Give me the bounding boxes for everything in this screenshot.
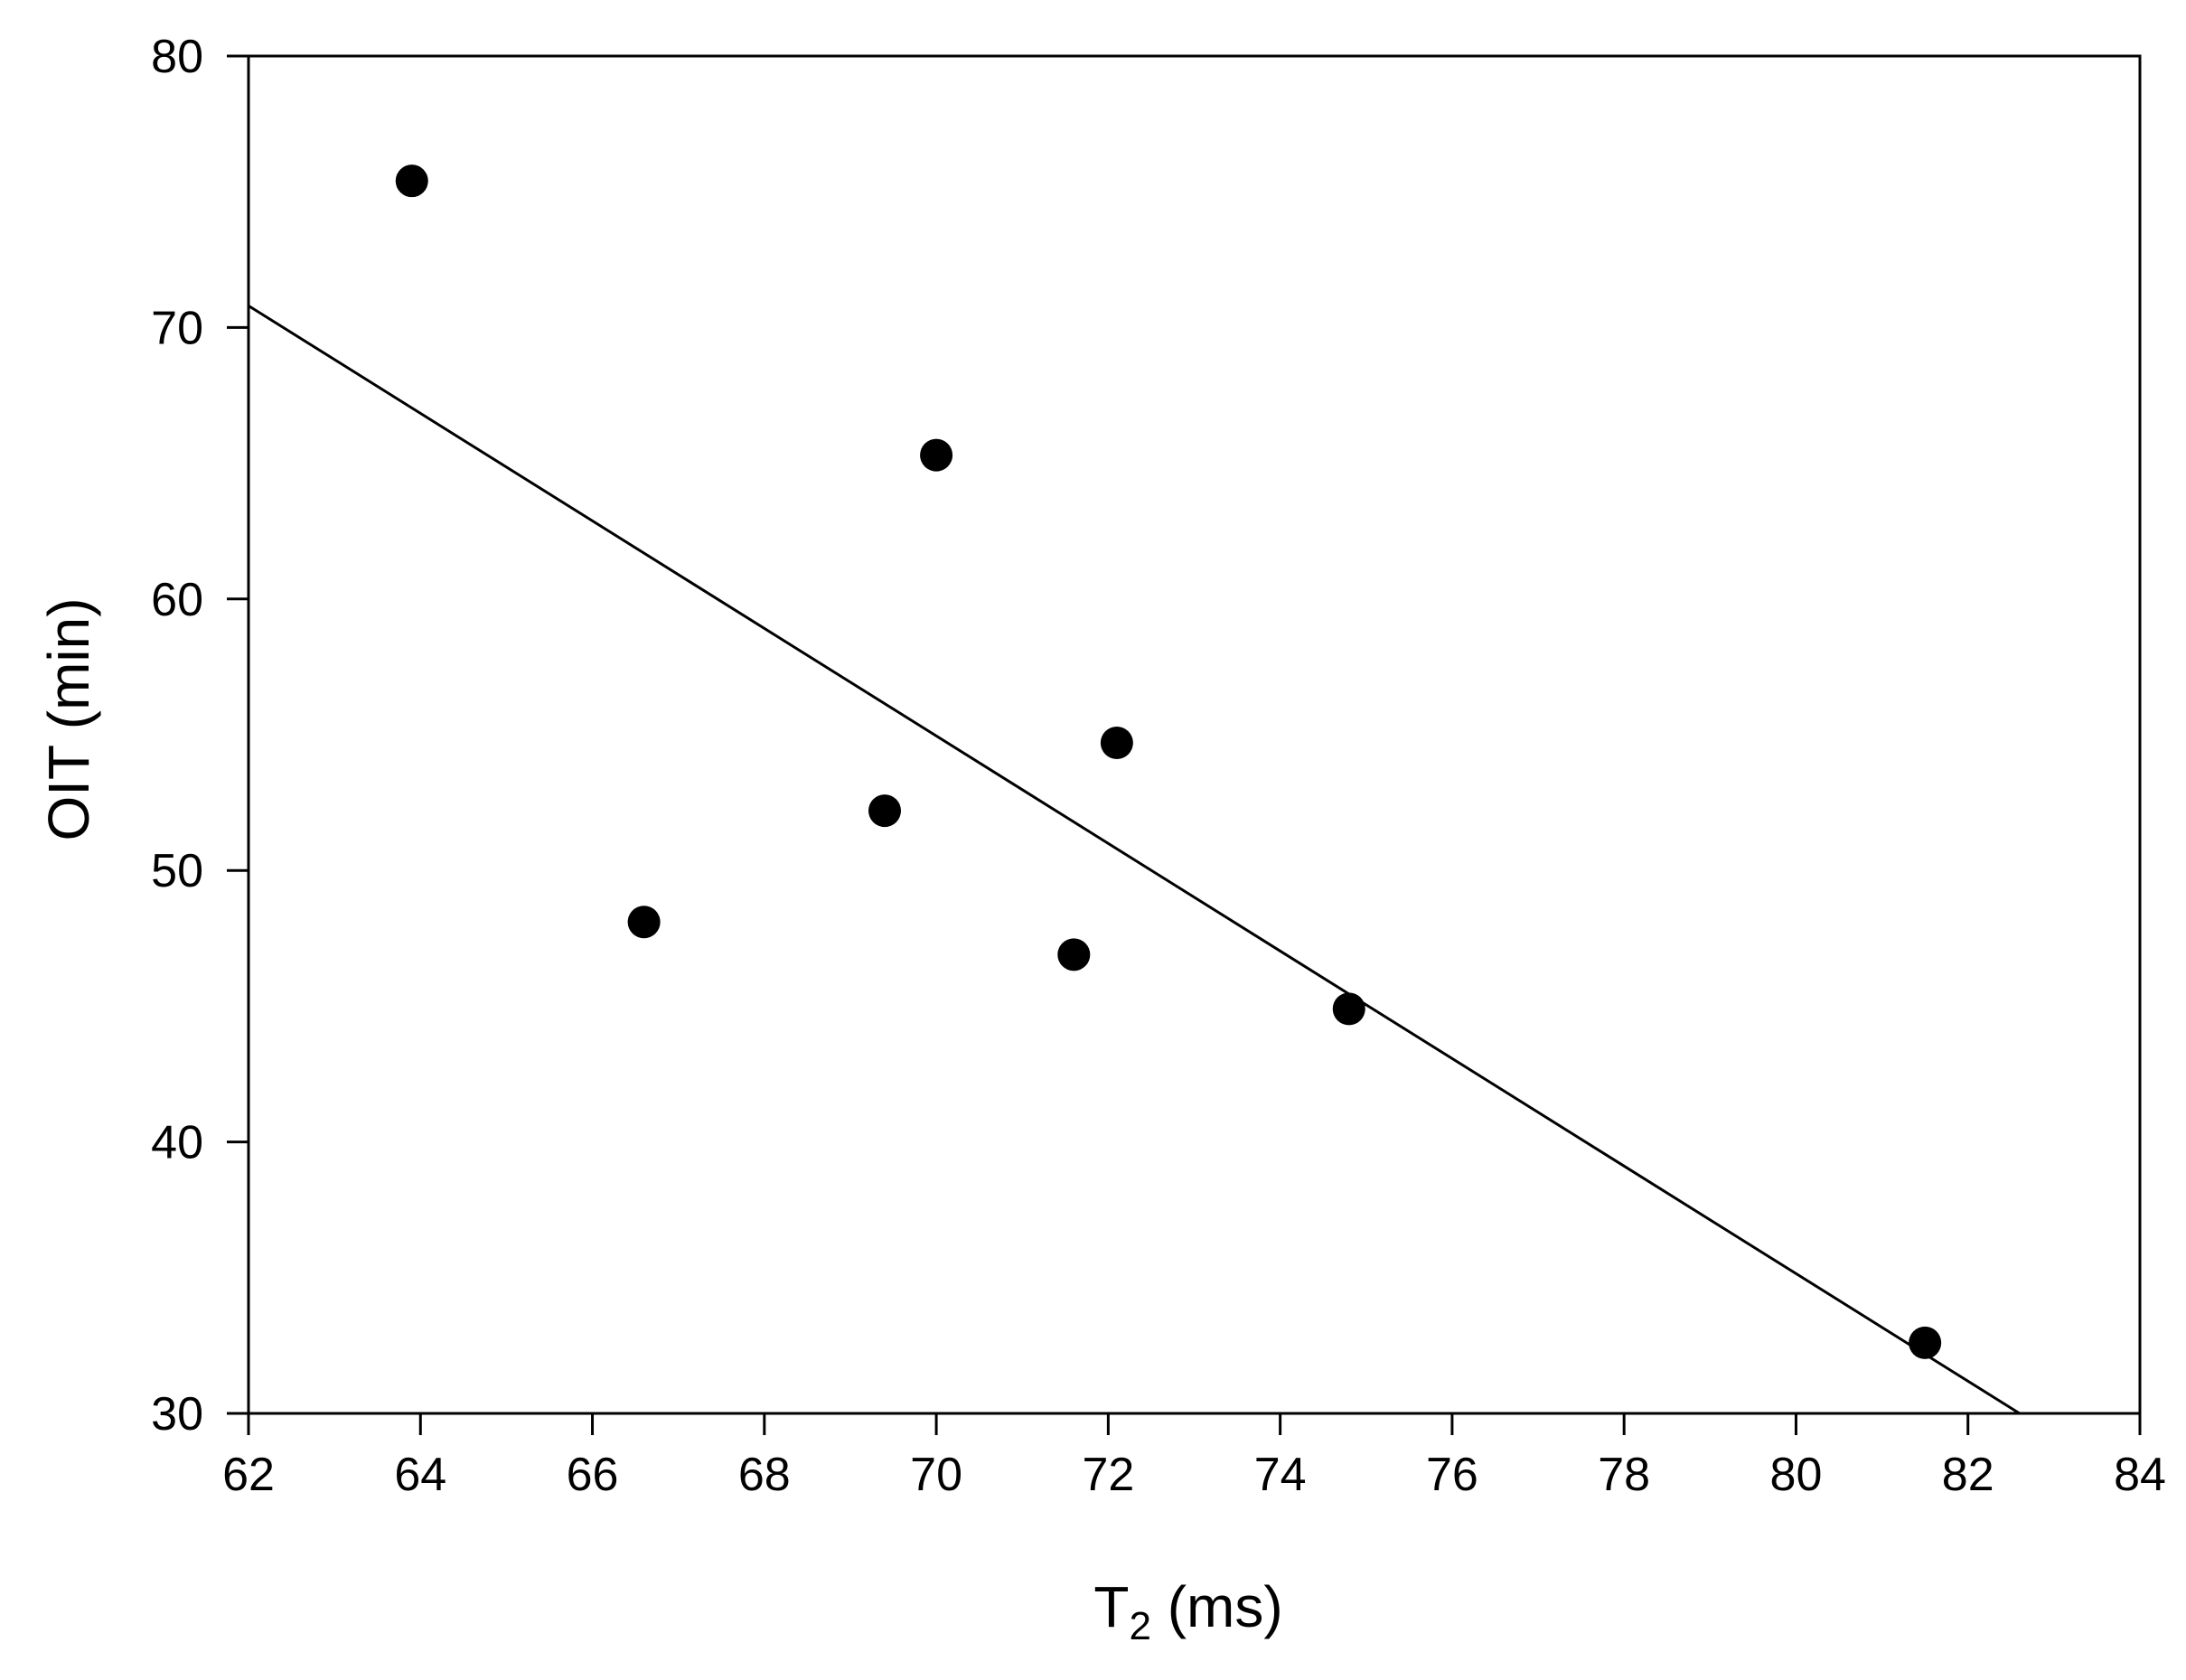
y-axis-label: OIT (min) [36,597,101,840]
plot-frame [247,54,2142,1415]
data-point [1909,1326,1942,1359]
fit-line-group [248,305,2021,1415]
y-tick-label: 50 [151,845,203,897]
x-tick-label: 82 [1942,1449,1994,1501]
y-tick-label: 40 [151,1117,203,1169]
y-axis-ticks: 30 40 50 60 70 80 [151,31,249,1441]
x-tick-label: 70 [910,1449,962,1501]
plot-area [247,54,2142,1415]
x-axis-label-suffix: (ms) [1151,1574,1283,1639]
data-point [1332,992,1365,1026]
y-tick-label: 70 [151,302,203,354]
x-tick-label: 76 [1426,1449,1478,1501]
data-point [868,794,902,828]
y-tick-label: 30 [151,1388,203,1441]
data-point [627,906,661,939]
x-tick-label: 74 [1254,1449,1307,1501]
x-tick-label: 80 [1770,1449,1823,1501]
x-tick-label: 68 [738,1449,791,1501]
data-point [1057,938,1091,971]
x-tick-label: 78 [1598,1449,1650,1501]
x-tick-label: 72 [1082,1449,1134,1501]
data-point [395,164,428,198]
y-tick-label: 80 [151,31,203,83]
x-tick-label: 84 [2114,1449,2166,1501]
regression-line [248,305,2021,1415]
y-tick-label: 60 [151,574,203,626]
x-axis-label: T2 (ms) [1093,1574,1282,1648]
x-axis-label-main: T [1093,1574,1129,1639]
data-point [920,438,953,472]
x-axis-label-subscript: 2 [1129,1604,1150,1648]
data-points [395,164,1942,1359]
x-tick-label: 62 [222,1449,275,1501]
data-point [1100,727,1133,760]
x-tick-label: 66 [567,1449,619,1501]
x-tick-label: 64 [394,1449,446,1501]
x-axis-ticks: 62 64 66 68 70 72 74 76 78 80 82 84 [222,1413,2166,1501]
